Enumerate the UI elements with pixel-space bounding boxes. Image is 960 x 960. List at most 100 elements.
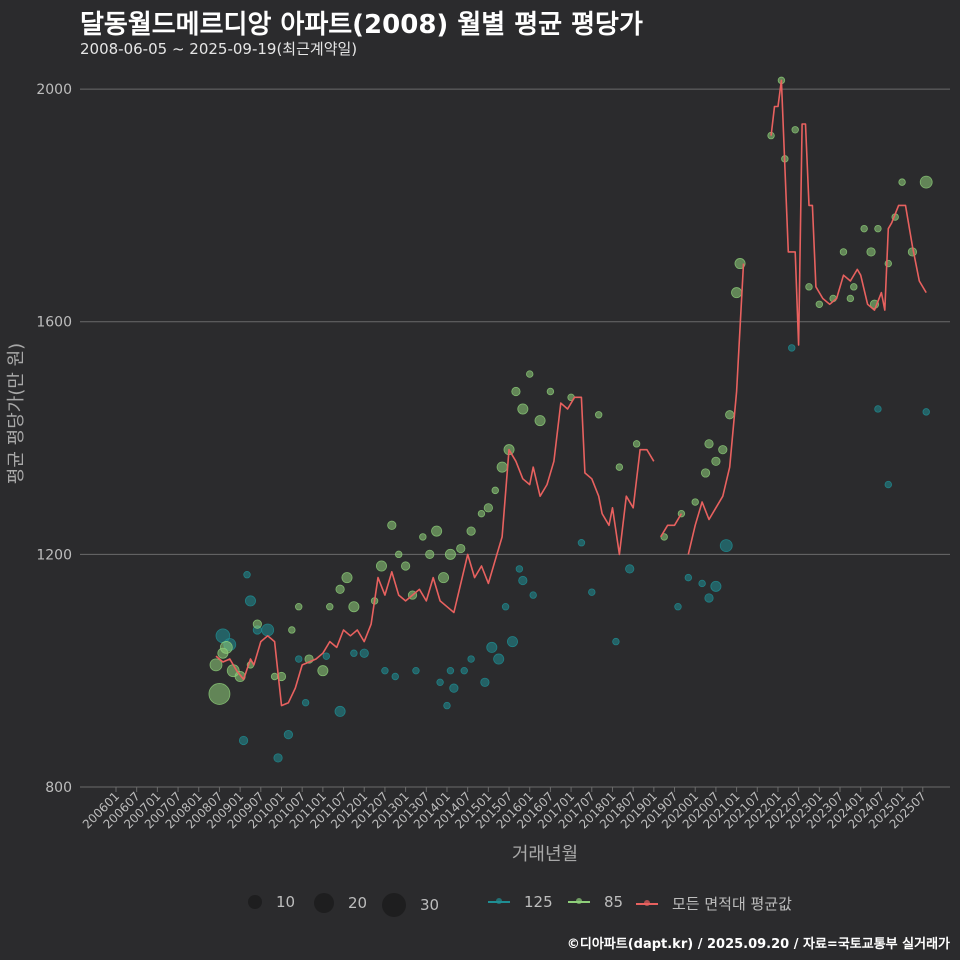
legend-size-20-circle [314, 893, 334, 913]
legend: 10 20 30 125 85 모든 면적대 평균값 [0, 893, 960, 921]
y-tick-label: 800 [45, 780, 72, 796]
legend-series-85-label: 85 [604, 893, 624, 911]
point-125 [684, 573, 693, 582]
point-85 [395, 550, 403, 559]
point-85 [718, 445, 728, 455]
point-125 [449, 683, 459, 693]
point-125 [436, 678, 444, 687]
y-tick-label: 2000 [36, 82, 72, 98]
point-85 [335, 584, 345, 594]
point-85 [252, 619, 262, 629]
point-85 [483, 503, 493, 513]
legend-series-125-label: 125 [524, 893, 553, 911]
point-85 [348, 601, 360, 613]
point-85 [517, 403, 529, 415]
avg-line-segment [660, 513, 683, 538]
point-125 [334, 705, 346, 717]
legend-series-avg-line [636, 899, 658, 906]
point-85 [326, 603, 334, 611]
avg-line-segment [687, 263, 745, 555]
point-125 [283, 730, 293, 740]
point-85 [526, 370, 534, 378]
point-85 [711, 456, 721, 466]
point-85 [387, 520, 397, 530]
point-125 [243, 571, 251, 579]
point-125 [446, 666, 455, 675]
avg-line-segment [215, 396, 655, 707]
point-125 [443, 701, 451, 710]
legend-size-10: 10 [248, 893, 295, 911]
point-85 [615, 463, 624, 471]
point-125 [480, 677, 490, 687]
point-125 [412, 666, 420, 675]
point-85 [208, 683, 231, 705]
point-125 [922, 408, 930, 416]
point-85 [839, 248, 848, 256]
point-125 [381, 666, 389, 675]
legend-size-30: 30 [382, 893, 439, 917]
point-85 [534, 415, 546, 427]
avg-line-segment [770, 79, 927, 346]
point-125 [515, 565, 524, 573]
point-125 [577, 539, 586, 547]
legend-size-20-label: 20 [348, 894, 368, 912]
point-125 [460, 666, 468, 675]
point-85 [850, 283, 858, 291]
point-125 [884, 480, 892, 489]
point-85 [466, 526, 476, 536]
point-125 [698, 579, 706, 588]
point-85 [317, 665, 329, 677]
point-125 [301, 698, 310, 707]
point-125 [529, 591, 537, 599]
point-85 [219, 641, 233, 654]
point-85 [815, 300, 824, 308]
y-axis-label: 평균 평당가(만 원) [6, 343, 27, 484]
point-85 [725, 410, 735, 420]
point-85 [546, 387, 555, 396]
point-85 [846, 294, 855, 303]
point-125 [350, 649, 358, 657]
point-85 [444, 548, 456, 560]
point-125 [588, 588, 596, 596]
point-125 [625, 564, 635, 574]
point-85 [491, 486, 499, 495]
point-125 [273, 753, 283, 763]
legend-series-125-line [488, 898, 510, 904]
point-125 [467, 655, 475, 663]
point-85 [700, 468, 711, 478]
point-125 [612, 637, 620, 646]
point-125 [322, 652, 331, 660]
point-85 [874, 224, 882, 233]
chart-subtitle: 2008-06-05 ~ 2025-09-19(최근계약일) [80, 40, 358, 58]
chart-title: 달동월드메르디앙 아파트(2008) 월별 평균 평당가 [80, 10, 643, 40]
point-125 [391, 672, 399, 681]
legend-series-85-line [568, 898, 590, 904]
point-85 [632, 440, 641, 448]
point-85 [419, 533, 427, 541]
legend-size-20: 20 [314, 893, 367, 913]
point-125 [501, 603, 510, 611]
point-85 [731, 287, 743, 299]
point-85 [691, 498, 699, 506]
point-125 [486, 641, 498, 653]
point-85 [866, 247, 876, 257]
point-125 [874, 405, 882, 413]
source-credit: ©디아파트(dapt.kr) / 2025.09.20 / 자료=국토교통부 실… [566, 937, 950, 952]
point-85 [431, 525, 443, 537]
legend-series-85: 85 [568, 893, 623, 911]
point-125 [704, 593, 714, 603]
y-tick-label: 1200 [36, 547, 72, 563]
point-85 [511, 386, 521, 397]
point-85 [477, 509, 486, 518]
point-85 [456, 543, 466, 554]
point-85 [295, 603, 303, 611]
point-125 [261, 623, 275, 637]
y-tick-label: 1600 [36, 315, 72, 331]
point-125 [506, 636, 518, 648]
point-85 [594, 411, 603, 419]
point-125 [674, 603, 682, 611]
point-85 [438, 572, 450, 584]
point-125 [359, 648, 369, 658]
point-85 [704, 439, 714, 449]
